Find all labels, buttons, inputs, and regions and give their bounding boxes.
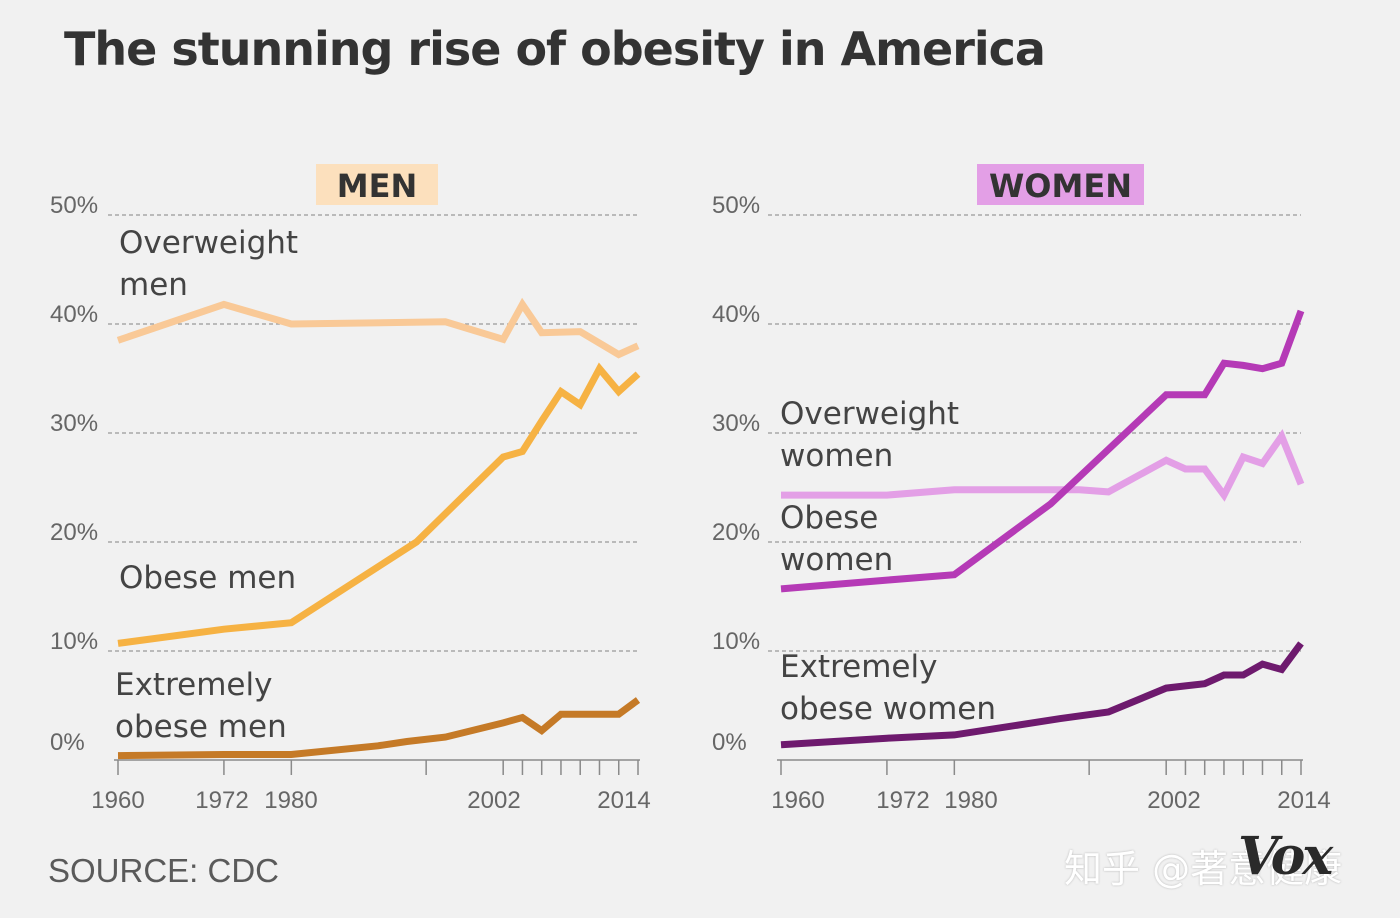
- women-title-box: [977, 164, 1144, 205]
- women-panel: WOMEN 0% 10% 20% 30% 40% 50% 1960 1972 1980 2002 20…: [712, 164, 1331, 814]
- men-xtick-label: 1980: [264, 787, 317, 814]
- women-ytick-label: 0%: [712, 729, 747, 756]
- men-ytick-label: 0%: [50, 729, 85, 756]
- women-ytick-label: 20%: [712, 519, 760, 546]
- women-xtick-label: 2014: [1277, 787, 1330, 814]
- men-panel: MEN 0% 10% 20% 30% 40% 50% 1960 1972 1980 2002 2014…: [50, 164, 651, 814]
- women-xtick-label: 1960: [771, 787, 824, 814]
- men-ytick-label: 30%: [50, 410, 98, 437]
- men-series-line-1: [117, 362, 641, 647]
- men-series-line-0: [116, 297, 640, 359]
- vox-logo: Vox: [1238, 826, 1333, 887]
- women-series-line-0: [781, 429, 1305, 502]
- women-xtick-label: 2002: [1147, 787, 1200, 814]
- women-ytick-label: 30%: [712, 410, 760, 437]
- chart-title: The stunning rise of obesity in America: [64, 22, 1046, 76]
- women-ytick-label: 40%: [712, 301, 760, 328]
- women-series-line-1: [780, 309, 1305, 593]
- women-series-label-0: Overweight: [780, 396, 959, 432]
- men-ytick-label: 10%: [50, 628, 98, 655]
- men-series-label-0: men: [119, 267, 188, 303]
- watermark: 知乎 @著意健康: [1064, 847, 1343, 891]
- women-xtick-label: 1972: [876, 787, 929, 814]
- men-series-label-1: Obese men: [119, 560, 296, 596]
- men-series-label-2: obese men: [115, 709, 287, 745]
- men-panel-title: MEN: [337, 167, 417, 205]
- women-series-label-2: obese women: [780, 691, 996, 727]
- men-ytick-label: 40%: [50, 301, 98, 328]
- men-ytick-label: 20%: [50, 519, 98, 546]
- source-note: SOURCE: CDC: [48, 852, 280, 889]
- women-series-label-1: Obese: [780, 500, 878, 536]
- men-series-label-2: Extremely: [115, 667, 272, 703]
- men-series-line-2: [117, 697, 641, 760]
- men-xtick-label: 1972: [195, 787, 248, 814]
- men-xtick-label: 1960: [91, 787, 144, 814]
- women-ytick-label: 50%: [712, 192, 760, 219]
- men-title-box: [316, 164, 438, 205]
- women-series-label-0: women: [780, 438, 893, 474]
- women-series-label-1: women: [780, 542, 893, 578]
- women-xtick-label: 1980: [944, 787, 997, 814]
- women-series-line-2: [780, 641, 1304, 749]
- women-panel-title: WOMEN: [989, 167, 1132, 205]
- women-series-label-2: Extremely: [780, 649, 937, 685]
- men-ytick-label: 50%: [50, 192, 98, 219]
- men-series-label-0: Overweight: [119, 225, 298, 261]
- men-xtick-label: 2014: [597, 787, 650, 814]
- men-xtick-label: 2002: [467, 787, 520, 814]
- women-ytick-label: 10%: [712, 628, 760, 655]
